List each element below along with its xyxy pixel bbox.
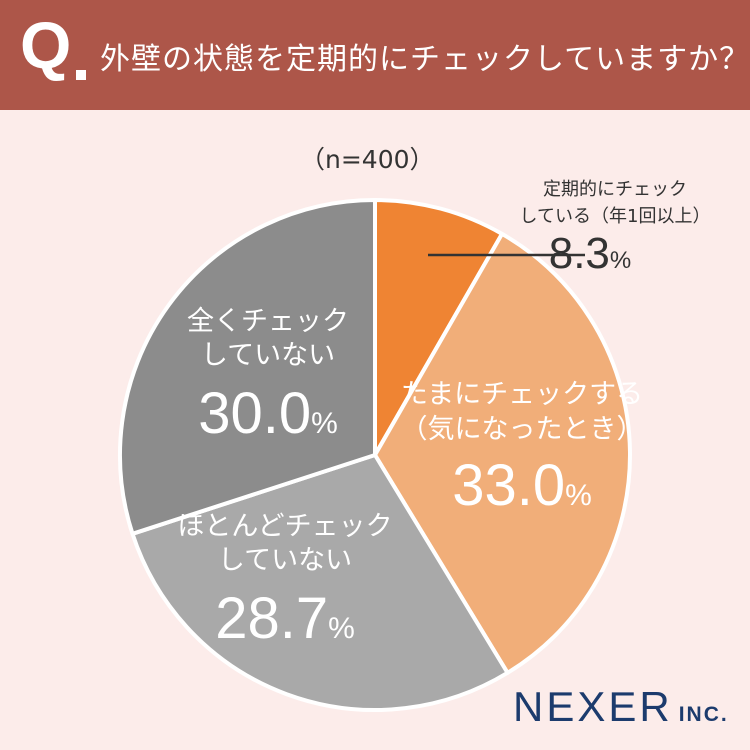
slice-value-unit-3: %	[311, 407, 338, 440]
slice-value-1: 33.0%	[452, 453, 592, 518]
logo-main-text: NEXER	[513, 683, 673, 730]
slice-value-number-0: 8.3	[549, 229, 610, 278]
slice-label-3-line-1: していない	[201, 340, 335, 371]
slice-label-0-line-1: している（年1回以上）	[520, 206, 711, 227]
pie-slice-3	[118, 198, 377, 536]
slice-label-2-line-1: していない	[218, 545, 352, 576]
slice-value-number-1: 33.0	[452, 453, 565, 518]
slice-label-3-line-0: 全くチェック	[187, 306, 349, 337]
slice-value-number-2: 28.7	[215, 586, 328, 651]
q-dot	[76, 70, 86, 80]
pie-slice-2	[130, 453, 510, 712]
slice-value-0: 8.3%	[549, 229, 632, 278]
question-text: 外壁の状態を定期的にチェックしていますか？	[100, 42, 750, 77]
slice-label-1-line-0: たまにチェックする	[401, 379, 643, 410]
pie-slice-1	[373, 231, 632, 675]
q-mark: Q	[20, 8, 72, 82]
logo-sub-text: INC.	[678, 703, 729, 726]
nexer-logo: NEXER INC.	[513, 686, 729, 728]
slice-value-unit-0: %	[610, 247, 631, 274]
slice-value-unit-1: %	[565, 479, 592, 512]
slice-label-1-line-1: （気になったとき）	[401, 414, 644, 445]
slice-label-0-line-0: 定期的にチェック	[543, 179, 687, 200]
question-header: Q 外壁の状態を定期的にチェックしていますか？	[0, 0, 750, 110]
slice-value-3: 30.0%	[198, 381, 338, 446]
slice-value-number-3: 30.0	[198, 381, 311, 446]
slice-value-unit-2: %	[328, 612, 355, 645]
sample-size: （n=400）	[300, 145, 435, 174]
pie-slice-0	[373, 198, 505, 457]
slice-label-2-line-0: ほとんどチェック	[177, 511, 392, 542]
slice-value-2: 28.7%	[215, 586, 355, 651]
